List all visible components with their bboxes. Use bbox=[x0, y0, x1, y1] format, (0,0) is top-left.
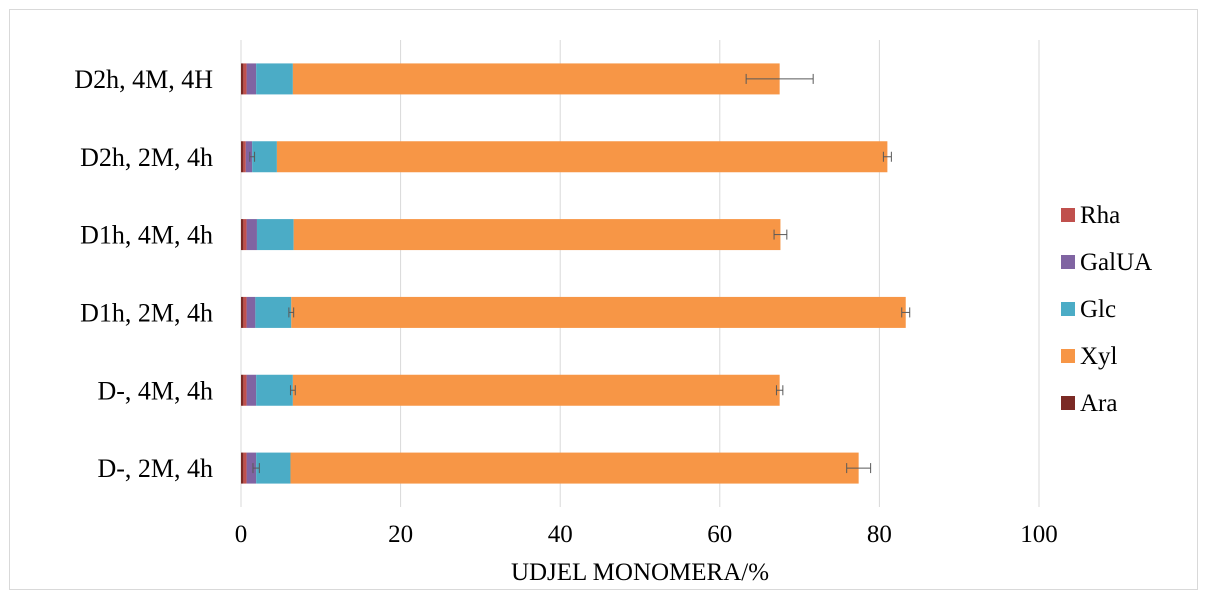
error-bar-xyl bbox=[901, 307, 911, 318]
bar-segment-rha bbox=[243, 296, 247, 328]
chart-frame bbox=[9, 9, 1198, 590]
bar-segment-galua bbox=[246, 63, 257, 95]
legend-item-galua: GalUA bbox=[1061, 249, 1152, 276]
legend-item-rha: Rha bbox=[1061, 202, 1120, 229]
legend-swatch bbox=[1061, 302, 1075, 316]
bar-segment-ara bbox=[241, 374, 244, 406]
legend-swatch bbox=[1061, 396, 1075, 410]
legend-label: Ara bbox=[1080, 390, 1117, 417]
x-tick-labels: 0 20 40 60 80 100 bbox=[235, 521, 1058, 548]
gridlines bbox=[240, 40, 1040, 507]
bar-segment-xyl bbox=[291, 296, 906, 328]
error-bar-xyl bbox=[773, 229, 788, 240]
error-bar-xyl bbox=[775, 385, 784, 396]
legend-swatch bbox=[1061, 349, 1075, 363]
legend-label: Glc bbox=[1080, 296, 1116, 323]
error-bar-xyl bbox=[846, 463, 872, 474]
bar-segment-rha bbox=[243, 141, 246, 173]
bar-segment-glc bbox=[256, 219, 294, 251]
category-label: D-, 2M, 4h bbox=[97, 454, 213, 483]
error-bar-galua bbox=[252, 463, 260, 474]
category-label: D1h, 4M, 4h bbox=[80, 221, 213, 250]
bar-segment-xyl bbox=[293, 219, 781, 251]
category-label: D2h, 2M, 4h bbox=[80, 143, 213, 172]
x-tick-label: 100 bbox=[1020, 521, 1058, 548]
x-tick-label: 60 bbox=[707, 521, 732, 548]
legend-label: Rha bbox=[1080, 202, 1120, 229]
bar-segment-xyl bbox=[292, 63, 780, 95]
bar-segment-xyl bbox=[290, 452, 859, 484]
legend-item-ara: Ara bbox=[1061, 390, 1117, 417]
category-label: D-, 4M, 4h bbox=[97, 376, 213, 405]
bar-segment-galua bbox=[246, 296, 256, 328]
bar-segment-rha bbox=[243, 63, 247, 95]
bar-segment-galua bbox=[245, 141, 253, 173]
bar-segment-ara bbox=[241, 452, 244, 484]
bar-segment-galua bbox=[246, 219, 257, 251]
error-bar-xyl bbox=[882, 151, 892, 162]
error-bar-glc bbox=[288, 307, 295, 318]
legend-swatch bbox=[1061, 208, 1075, 222]
bar-segment-rha bbox=[243, 219, 247, 251]
bar-segment-glc bbox=[256, 63, 293, 95]
bar-segment-ara bbox=[241, 296, 244, 328]
bar-segment-glc bbox=[252, 141, 277, 173]
bar-segment-glc bbox=[256, 374, 293, 406]
x-tick-label: 20 bbox=[388, 521, 413, 548]
error-bar-glc bbox=[289, 385, 296, 396]
bar-segment-glc bbox=[255, 296, 292, 328]
x-tick-label: 80 bbox=[867, 521, 892, 548]
legend-item-xyl: Xyl bbox=[1061, 343, 1118, 370]
legend-item-glc: Glc bbox=[1061, 296, 1116, 323]
bar-segment-ara bbox=[241, 63, 244, 95]
bar-segment-galua bbox=[246, 374, 257, 406]
bar-segment-glc bbox=[256, 452, 291, 484]
legend-label: Xyl bbox=[1080, 343, 1118, 370]
category-label: D1h, 2M, 4h bbox=[80, 298, 213, 327]
category-label: D2h, 4M, 4H bbox=[74, 65, 213, 94]
bar-segment-ara bbox=[241, 141, 244, 173]
bars bbox=[241, 63, 906, 484]
bar-segment-ara bbox=[241, 219, 244, 251]
x-axis-title: UDJEL MONOMERA/% bbox=[511, 559, 769, 586]
legend: Rha GalUA Glc Xyl Ara bbox=[1061, 202, 1152, 417]
x-tick-label: 40 bbox=[548, 521, 573, 548]
error-bar-xyl bbox=[745, 73, 814, 84]
bar-segment-rha bbox=[243, 374, 247, 406]
bar-segment-rha bbox=[243, 452, 247, 484]
bar-segment-xyl bbox=[276, 141, 888, 173]
bar-segment-xyl bbox=[292, 374, 780, 406]
legend-label: GalUA bbox=[1080, 249, 1152, 276]
error-bars bbox=[249, 73, 911, 474]
category-labels: D2h, 4M, 4H D2h, 2M, 4h D1h, 4M, 4h D1h, 2M… bbox=[74, 65, 213, 483]
legend-swatch bbox=[1061, 255, 1075, 269]
bar-segment-galua bbox=[246, 452, 257, 484]
x-tick-label: 0 bbox=[235, 521, 248, 548]
error-bar-galua bbox=[249, 151, 256, 162]
